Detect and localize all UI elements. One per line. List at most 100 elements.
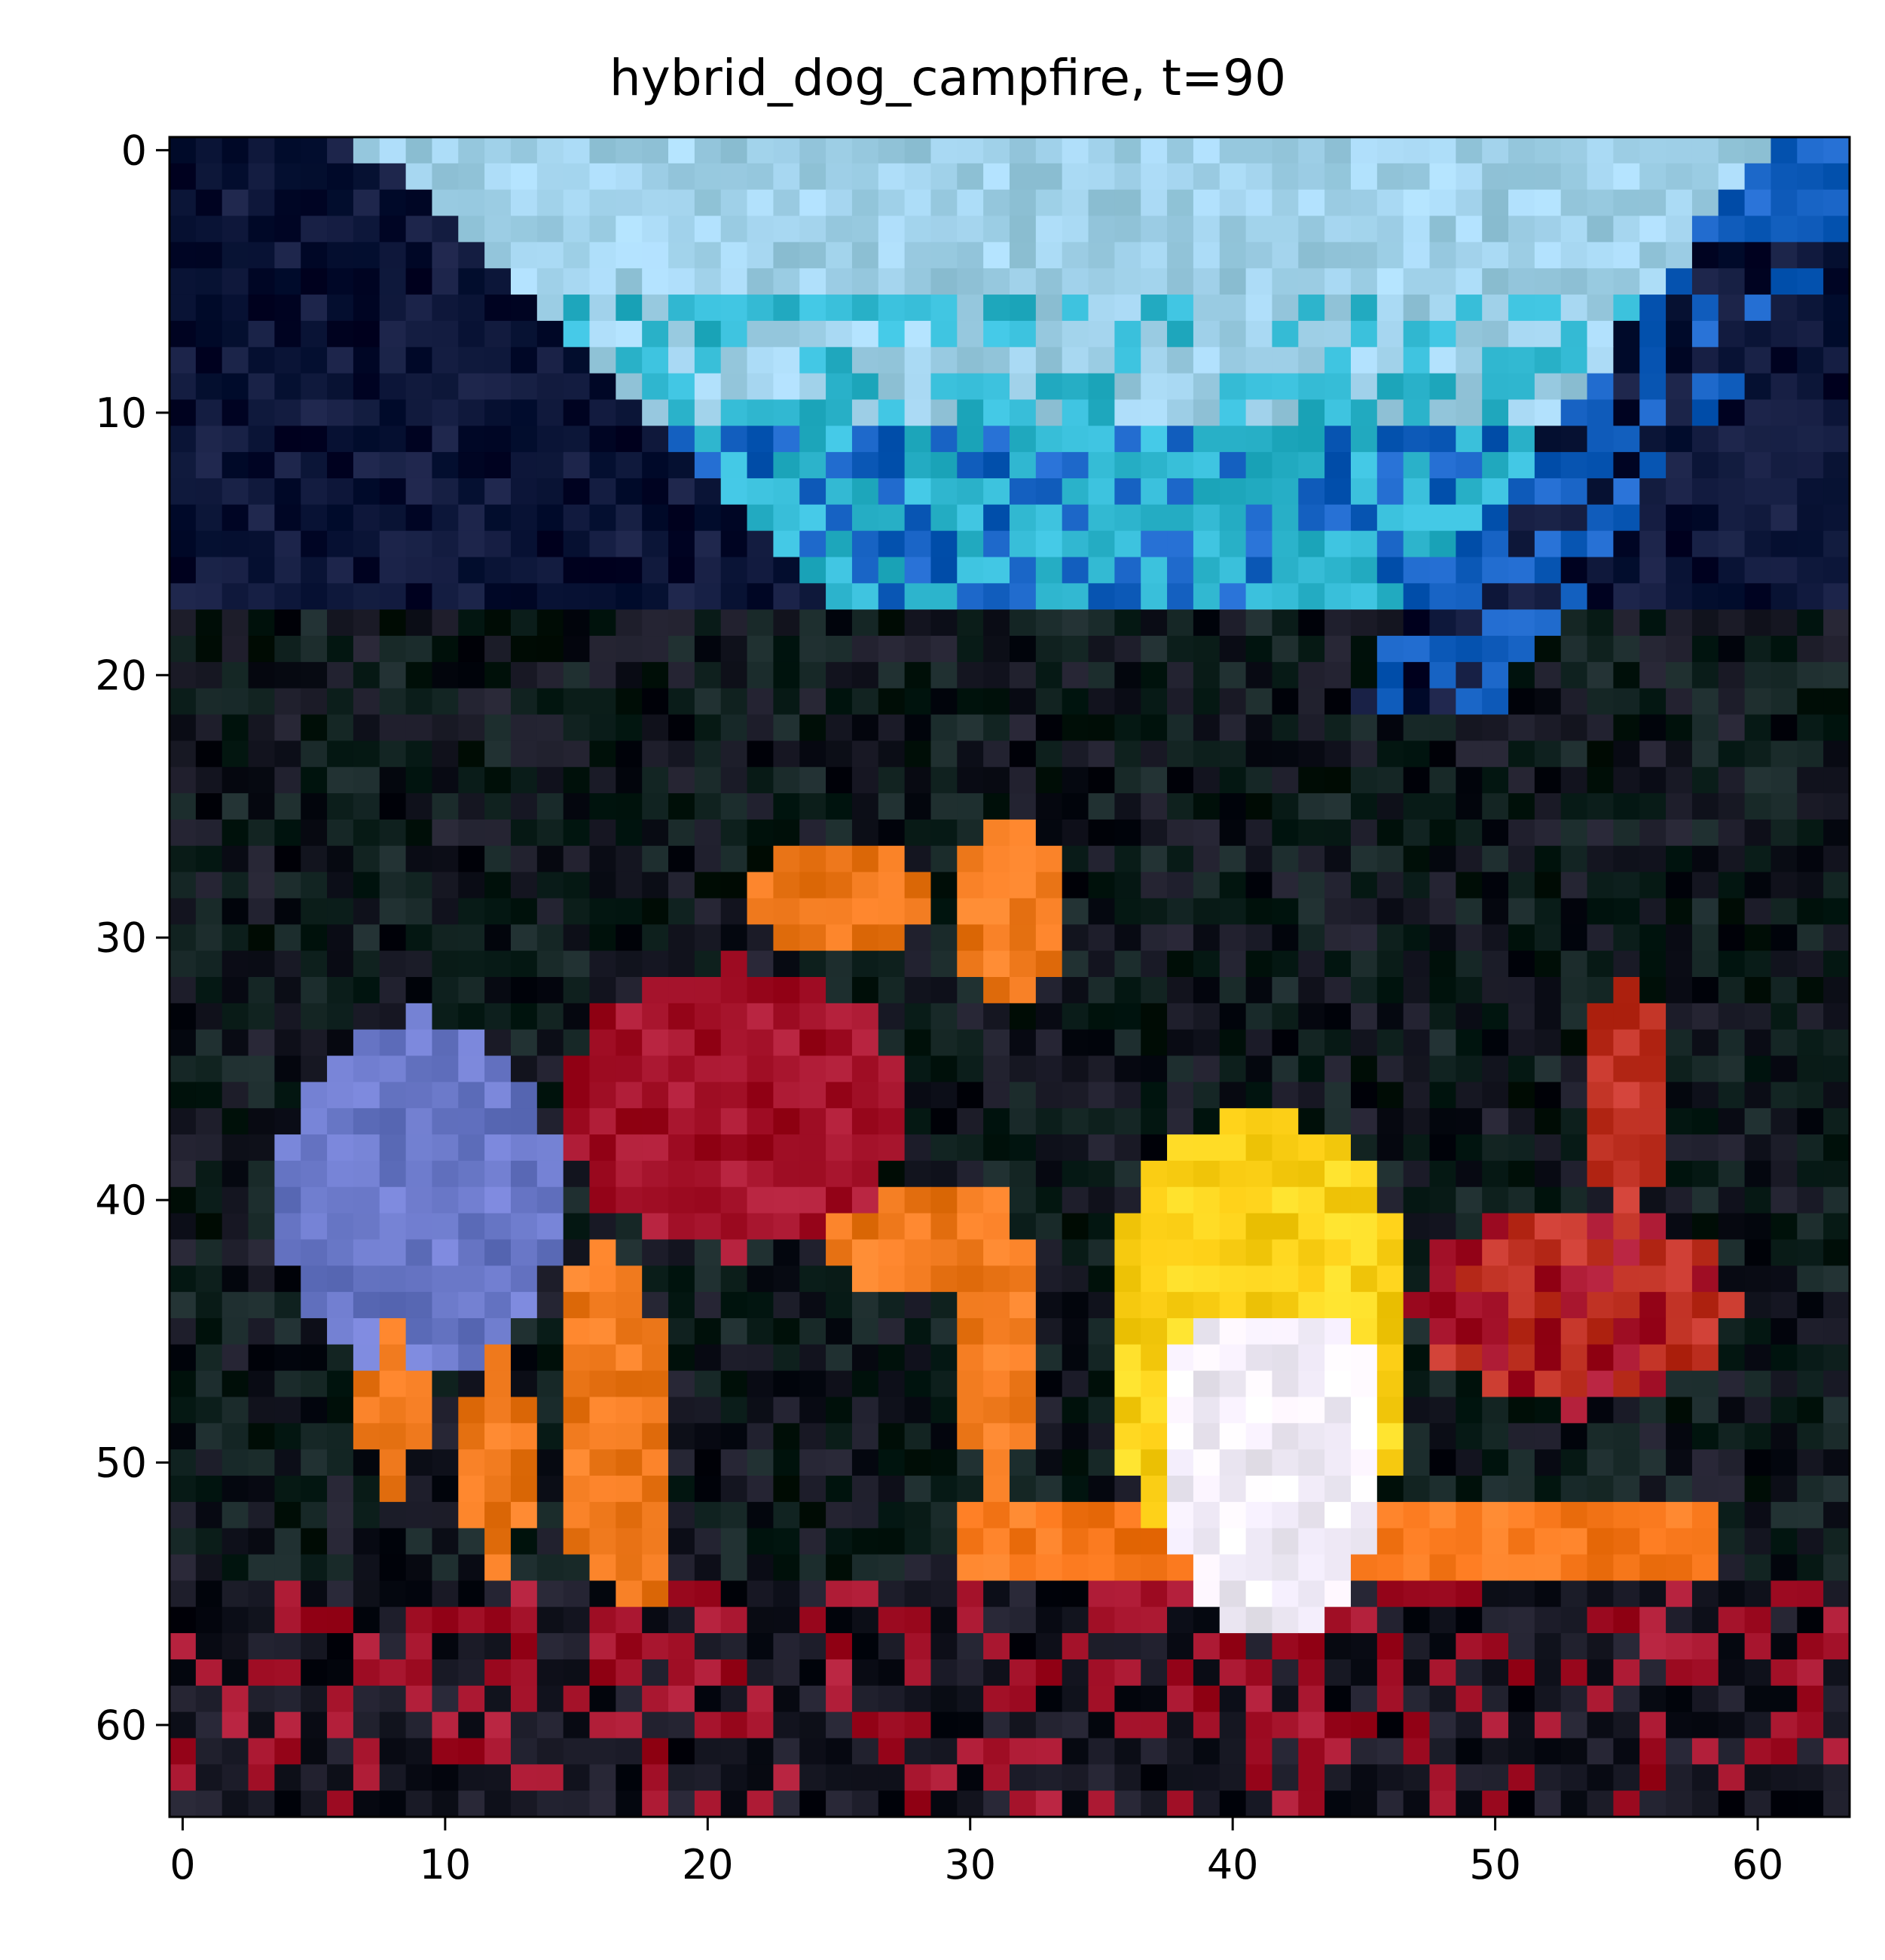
image-pixel xyxy=(170,295,197,322)
image-pixel xyxy=(957,819,984,847)
image-pixel xyxy=(1088,1003,1115,1030)
image-pixel xyxy=(248,1108,275,1135)
image-pixel xyxy=(1272,1685,1299,1713)
image-pixel xyxy=(1560,1791,1588,1818)
image-pixel xyxy=(1403,767,1431,794)
image-pixel xyxy=(1560,1108,1588,1135)
image-pixel xyxy=(1508,1685,1535,1713)
image-pixel xyxy=(170,137,197,164)
image-pixel xyxy=(353,1764,380,1791)
image-pixel xyxy=(248,1082,275,1109)
image-pixel xyxy=(878,1633,906,1660)
image-pixel xyxy=(484,636,512,663)
image-pixel xyxy=(694,793,722,820)
image-pixel xyxy=(1193,1003,1221,1030)
image-pixel xyxy=(221,1370,249,1398)
image-pixel xyxy=(1376,1344,1404,1372)
image-pixel xyxy=(1114,452,1141,479)
image-pixel xyxy=(1245,189,1273,217)
image-pixel xyxy=(536,1397,564,1424)
image-pixel xyxy=(616,426,643,453)
image-pixel xyxy=(1508,740,1535,768)
image-pixel xyxy=(1613,1108,1640,1135)
image-pixel xyxy=(851,320,879,348)
image-pixel xyxy=(1062,1055,1089,1082)
image-pixel xyxy=(1062,898,1089,925)
image-pixel xyxy=(1114,609,1141,637)
image-pixel xyxy=(458,373,485,401)
image-pixel xyxy=(1718,426,1746,453)
image-pixel xyxy=(1219,793,1247,820)
image-pixel xyxy=(747,583,774,610)
image-pixel xyxy=(1744,1423,1772,1450)
y-tick-label: 30 xyxy=(95,914,147,962)
image-pixel xyxy=(799,1764,826,1791)
image-pixel xyxy=(668,1055,695,1082)
image-pixel xyxy=(1429,1160,1456,1188)
image-pixel xyxy=(1088,872,1115,899)
image-pixel xyxy=(1088,452,1115,479)
image-pixel xyxy=(983,1029,1010,1057)
image-pixel xyxy=(1508,1213,1535,1241)
image-pixel xyxy=(1219,1134,1247,1162)
image-pixel xyxy=(1666,609,1693,637)
image-pixel xyxy=(983,504,1010,532)
image-pixel xyxy=(1298,661,1325,689)
image-pixel xyxy=(616,1082,643,1109)
image-pixel xyxy=(1587,714,1614,741)
image-pixel xyxy=(747,399,774,426)
image-pixel xyxy=(1823,215,1850,243)
image-pixel xyxy=(1403,1711,1431,1739)
image-pixel xyxy=(1245,1764,1273,1791)
image-pixel xyxy=(1613,714,1640,741)
image-pixel xyxy=(405,242,433,269)
image-pixel xyxy=(1744,661,1772,689)
image-pixel xyxy=(405,295,433,322)
image-pixel xyxy=(1456,636,1483,663)
image-pixel xyxy=(1744,1134,1772,1162)
image-pixel xyxy=(1797,295,1824,322)
image-pixel xyxy=(747,189,774,217)
image-pixel xyxy=(1350,1633,1378,1660)
image-pixel xyxy=(1245,951,1273,978)
image-pixel xyxy=(221,924,249,951)
image-pixel xyxy=(1691,1029,1719,1057)
image-pixel xyxy=(1324,1370,1352,1398)
image-pixel xyxy=(904,1423,932,1450)
image-pixel xyxy=(799,872,826,899)
image-pixel xyxy=(1429,793,1456,820)
image-pixel xyxy=(983,714,1010,741)
image-pixel xyxy=(221,951,249,978)
image-pixel xyxy=(248,163,275,191)
image-pixel xyxy=(536,1160,564,1188)
image-pixel xyxy=(957,1317,984,1345)
image-pixel xyxy=(170,189,197,217)
image-pixel xyxy=(248,1239,275,1266)
image-pixel xyxy=(1324,530,1352,558)
image-pixel xyxy=(1088,399,1115,426)
image-pixel xyxy=(1823,636,1850,663)
image-pixel xyxy=(983,1108,1010,1135)
image-pixel xyxy=(773,740,800,768)
image-pixel xyxy=(1324,1554,1352,1581)
image-pixel xyxy=(1770,557,1798,584)
image-pixel xyxy=(826,557,853,584)
image-pixel xyxy=(1010,767,1037,794)
image-pixel xyxy=(274,1423,301,1450)
image-pixel xyxy=(1376,1554,1404,1581)
image-pixel xyxy=(851,268,879,295)
image-pixel xyxy=(1245,1239,1273,1266)
image-pixel xyxy=(563,163,591,191)
image-pixel xyxy=(694,1108,722,1135)
image-pixel xyxy=(1141,295,1168,322)
image-pixel xyxy=(1482,1134,1509,1162)
image-pixel xyxy=(1219,1423,1247,1450)
image-pixel xyxy=(957,793,984,820)
image-pixel xyxy=(1062,399,1089,426)
image-pixel xyxy=(747,1580,774,1607)
image-pixel xyxy=(1350,1738,1378,1765)
image-pixel xyxy=(1376,1082,1404,1109)
image-pixel xyxy=(1035,951,1063,978)
image-pixel xyxy=(904,1711,932,1739)
image-pixel xyxy=(1613,1265,1640,1293)
